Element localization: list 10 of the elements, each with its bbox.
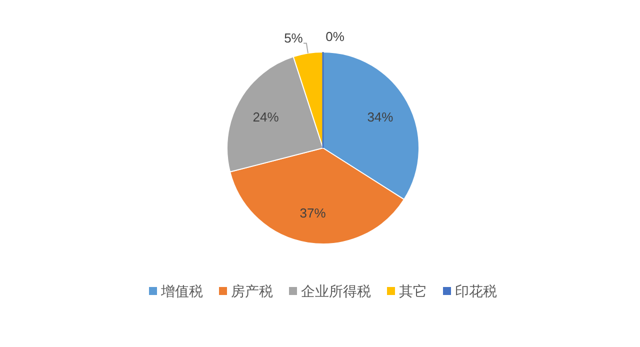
data-label: 5% — [284, 30, 304, 46]
legend-label: 印花税 — [455, 283, 497, 299]
legend-label: 企业所得税 — [301, 283, 371, 299]
data-label: 24% — [252, 110, 280, 125]
legend-label: 房产税 — [231, 283, 273, 299]
data-label: 37% — [300, 205, 326, 220]
legend-label: 其它 — [399, 283, 427, 299]
legend-label: 增值税 — [160, 283, 203, 299]
data-label: 34% — [367, 110, 394, 125]
text: 0% — [326, 29, 344, 44]
